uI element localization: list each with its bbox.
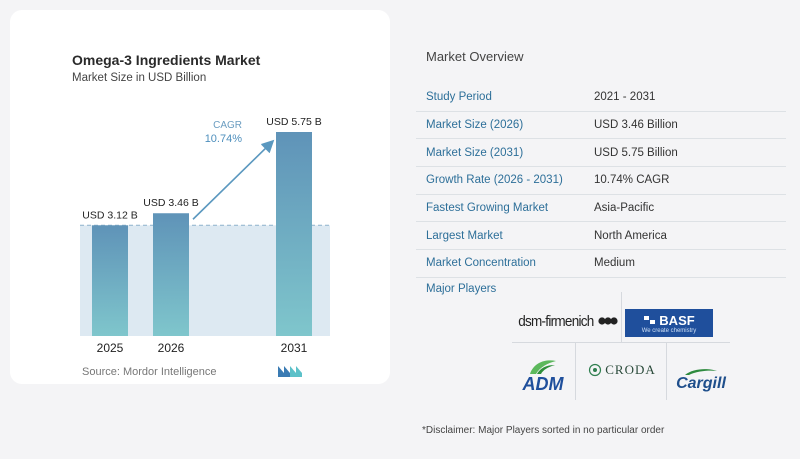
basf-symbol-icon: [644, 316, 656, 324]
dsm-firmenich-logo: dsm-firmenich: [512, 305, 620, 337]
overview-row: Market Concentration Medium: [416, 249, 786, 278]
logo-divider: [575, 342, 576, 400]
basf-logo: BASF We create chemistry: [625, 309, 713, 337]
overview-row: Market Size (2031) USD 5.75 Billion: [416, 138, 786, 168]
source-text: Source: Mordor Intelligence: [82, 366, 217, 378]
croda-logo: CRODA: [582, 358, 662, 382]
overview-row-value: Asia-Pacific: [594, 194, 786, 223]
overview-row-value: 10.74% CAGR: [594, 166, 786, 195]
overview-row: Study Period 2021 - 2031: [416, 84, 786, 112]
overview-row-value: USD 5.75 Billion: [594, 138, 786, 168]
overview-row-value: Medium: [594, 249, 786, 278]
overview-row-label: Largest Market: [416, 221, 594, 251]
logo-divider: [512, 342, 730, 343]
cagr-label: CAGR: [213, 120, 242, 131]
overview-row-label: Market Concentration: [416, 249, 594, 278]
adm-logo: ADM: [514, 352, 572, 400]
mordor-logo-icon: [278, 366, 302, 377]
bar-data-label: USD 5.75 B: [266, 116, 321, 128]
overview-row: Growth Rate (2026 - 2031) 10.74% CAGR: [416, 166, 786, 195]
cagr-arrow: [192, 139, 275, 220]
overview-row-label: Market Size (2026): [416, 111, 594, 140]
overview-row: Fastest Growing Market Asia-Pacific: [416, 194, 786, 223]
cargill-wordmark: Cargill: [676, 375, 726, 392]
x-tick-label: 2026: [158, 341, 185, 355]
overview-row-value: North America: [594, 221, 786, 251]
logo-divider: [621, 292, 622, 342]
market-overview-table: Study Period 2021 - 2031 Market Size (2026…: [416, 84, 786, 278]
croda-emblem-icon: [589, 363, 602, 377]
bar-2025: [92, 225, 128, 336]
cargill-swoosh-icon: [685, 369, 717, 375]
overview-row-label: Study Period: [416, 84, 594, 112]
overview-row: Market Size (2026) USD 3.46 Billion: [416, 111, 786, 140]
chart-subtitle: Market Size in USD Billion: [72, 72, 207, 84]
overview-row-label: Growth Rate (2026 - 2031): [416, 166, 594, 195]
croda-wordmark: CRODA: [605, 362, 656, 377]
x-tick-label: 2031: [281, 341, 308, 355]
basf-tagline: We create chemistry: [641, 327, 697, 334]
bar-data-label: USD 3.46 B: [143, 197, 198, 209]
major-players-title: Major Players: [426, 283, 497, 295]
dsm-firmenich-wordmark: dsm-firmenich: [517, 312, 594, 330]
disclaimer-text: *Disclaimer: Major Players sorted in no …: [422, 425, 665, 436]
overview-row: Largest Market North America: [416, 221, 786, 251]
cagr-value: 10.74%: [205, 133, 243, 145]
chart-title: Omega-3 Ingredients Market: [72, 52, 261, 68]
basf-wordmark: BASF: [659, 312, 695, 328]
dsm-firmenich-symbol-icon: [598, 317, 618, 325]
adm-leaf-icon: [530, 360, 556, 374]
overview-row-value: 2021 - 2031: [594, 84, 786, 112]
logo-divider: [666, 342, 667, 400]
cargill-logo: Cargill: [670, 362, 732, 398]
bar-2031: [276, 132, 312, 336]
overview-row-label: Market Size (2031): [416, 138, 594, 168]
market-overview-title: Market Overview: [426, 49, 524, 64]
bar-data-label: USD 3.12 B: [82, 209, 137, 221]
adm-wordmark: ADM: [522, 374, 564, 394]
overview-row-value: USD 3.46 Billion: [594, 111, 786, 140]
overview-row-label: Fastest Growing Market: [416, 194, 594, 223]
x-tick-label: 2025: [97, 341, 124, 355]
bar-2026: [153, 213, 189, 336]
bar-chart: USD 3.12 B 2025 USD 3.46 B 2026 USD 5.75 B 20…: [80, 116, 330, 355]
